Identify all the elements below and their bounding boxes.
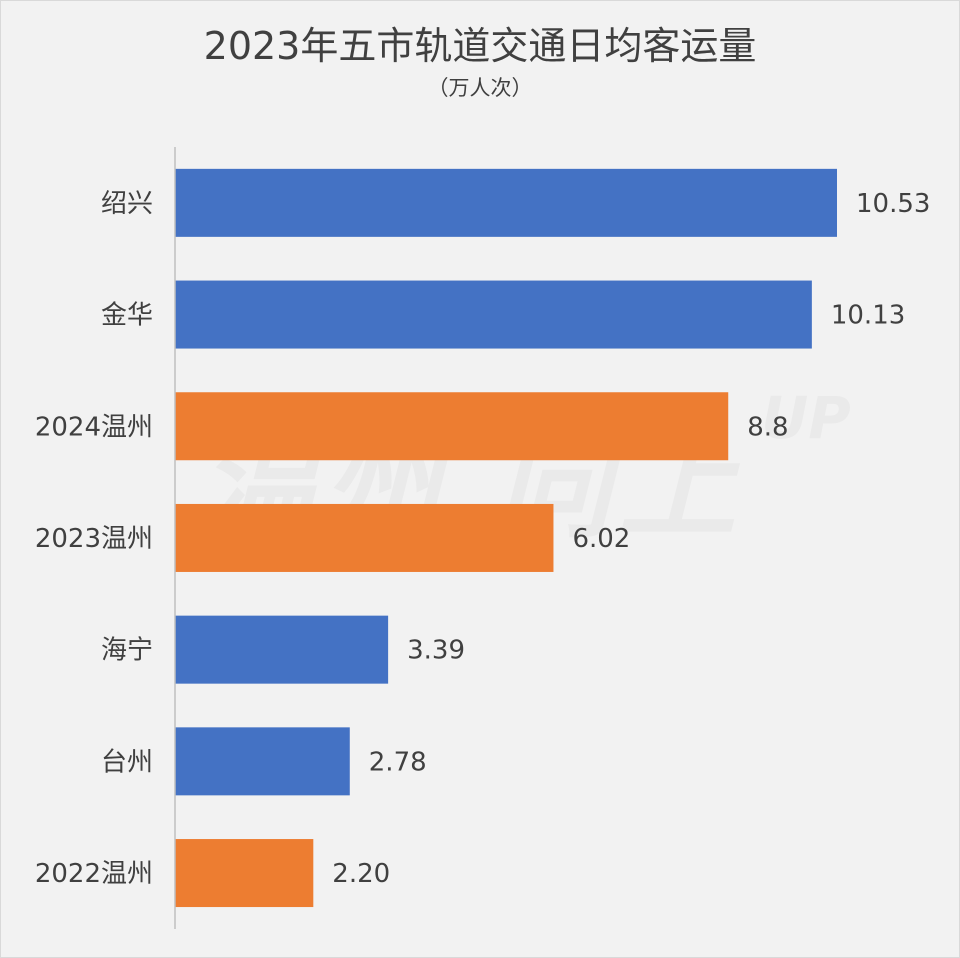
- data-label: 2.78: [369, 747, 427, 777]
- bar-group: 台州 2.78: [101, 727, 427, 796]
- bar: [175, 280, 812, 349]
- category-label: 2023温州: [35, 524, 153, 554]
- bar-group: 2023温州 6.02: [35, 503, 630, 572]
- category-label: 2024温州: [35, 412, 153, 442]
- svg-text:UP: UP: [761, 384, 851, 452]
- chart-subtitle: （万人次）: [427, 76, 533, 100]
- category-label: 2022温州: [35, 859, 153, 889]
- bar-group: 2024温州 8.8: [35, 392, 789, 461]
- data-label: 10.13: [831, 301, 905, 331]
- data-label: 2.20: [332, 859, 390, 889]
- bars-layer: 绍兴 10.53 金华 10.13 2024温州 8.8 2023温州 6.02 海宁 3.39 台…: [35, 168, 930, 908]
- category-label: 绍兴: [101, 189, 153, 219]
- bar-group: 金华 10.13: [101, 280, 905, 349]
- chart-title: 2023年五市轨道交通日均客运量: [203, 24, 757, 68]
- data-label: 10.53: [856, 189, 930, 219]
- data-label: 6.02: [572, 524, 630, 554]
- bar: [175, 839, 314, 908]
- bar-group: 绍兴 10.53: [101, 168, 930, 237]
- bar-group: 2022温州 2.20: [35, 839, 390, 908]
- data-label: 8.8: [747, 412, 788, 442]
- bar: [175, 727, 350, 796]
- category-label: 金华: [101, 301, 153, 331]
- bar: [175, 503, 554, 572]
- category-label: 海宁: [101, 636, 153, 666]
- data-label: 3.39: [407, 636, 465, 666]
- bar: [175, 168, 837, 237]
- bar-group: 海宁 3.39: [101, 615, 465, 684]
- bar: [175, 615, 389, 684]
- bar: [175, 392, 729, 461]
- category-label: 台州: [101, 747, 153, 777]
